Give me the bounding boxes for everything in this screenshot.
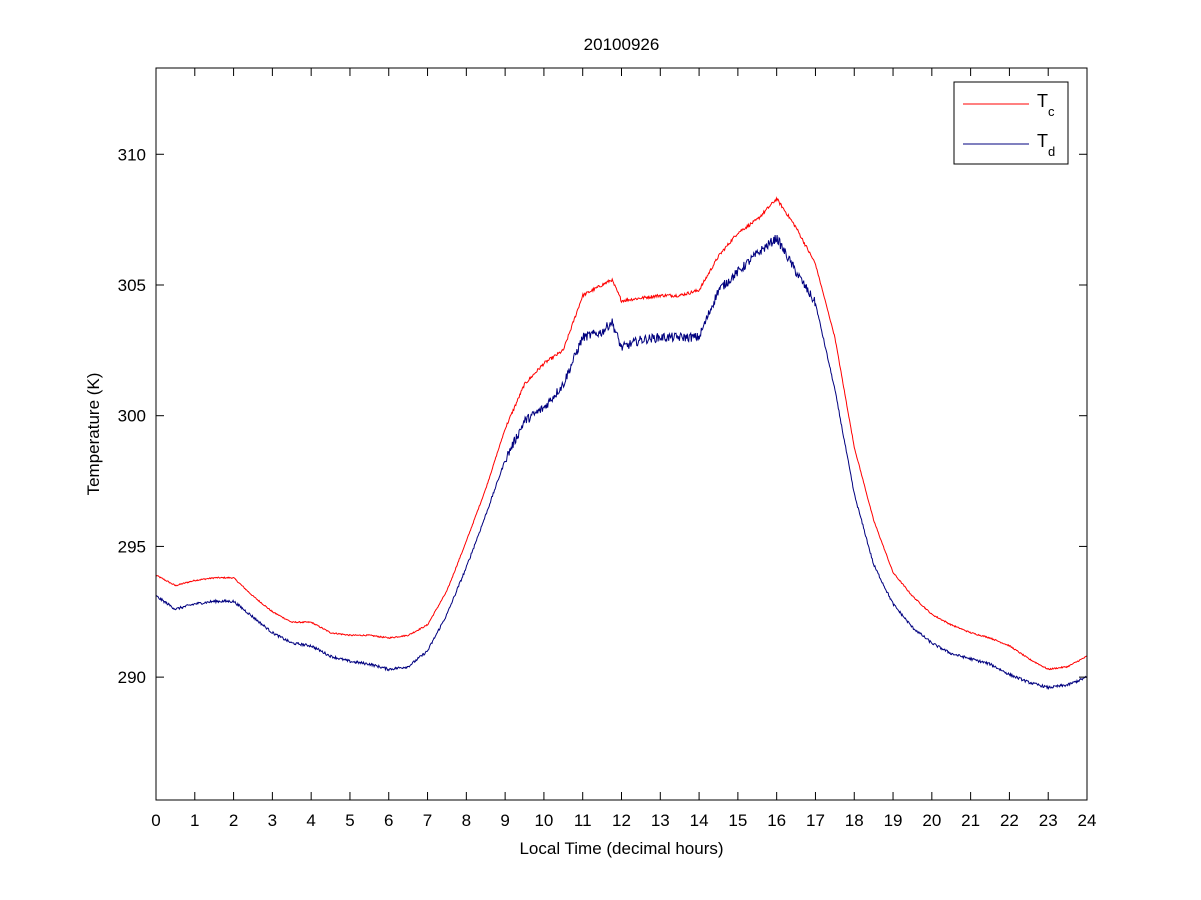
y-axis-label: Temperature (K) (84, 373, 103, 496)
x-tick-label: 9 (500, 811, 509, 830)
legend-label-Tc: Tc (1037, 91, 1055, 119)
series-layer (155, 196, 1088, 690)
x-tick-label: 19 (884, 811, 903, 830)
x-axis: 0 1 2 3 4 5 6 7 8 9 10 11 12 13 14 15 16 17 18 19 20 21 22 23 24 (151, 68, 1096, 830)
y-tick-label: 310 (118, 145, 146, 164)
x-tick-label: 22 (1000, 811, 1019, 830)
y-tick-label: 300 (118, 407, 146, 426)
x-tick-label: 10 (534, 811, 553, 830)
x-tick-label: 15 (728, 811, 747, 830)
x-tick-label: 18 (845, 811, 864, 830)
x-tick-label: 17 (806, 811, 825, 830)
x-tick-label: 3 (268, 811, 277, 830)
x-tick-label: 1 (190, 811, 199, 830)
y-axis: 290 295 300 305 310 (118, 145, 1087, 687)
x-tick-label: 11 (574, 811, 592, 830)
legend-box (953, 81, 1069, 165)
x-tick-label: 12 (612, 811, 631, 830)
x-tick-label: 2 (229, 811, 238, 830)
legend: Tc Td (953, 81, 1069, 165)
x-tick-label: 8 (462, 811, 471, 830)
x-tick-label: 24 (1078, 811, 1097, 830)
x-tick-label: 7 (423, 811, 432, 830)
x-tick-label: 21 (961, 811, 980, 830)
legend-label-Td: Td (1037, 131, 1055, 159)
x-tick-label: 5 (345, 811, 354, 830)
x-tick-label: 20 (922, 811, 941, 830)
y-tick-label: 290 (118, 668, 146, 687)
x-tick-label: 23 (1039, 811, 1058, 830)
x-tick-label: 16 (767, 811, 786, 830)
series-line-Td (155, 234, 1087, 690)
x-axis-label: Local Time (decimal hours) (519, 839, 723, 858)
x-tick-label: 4 (306, 811, 315, 830)
x-tick-label: 14 (690, 811, 709, 830)
x-tick-label: 13 (651, 811, 670, 830)
x-tick-label: 0 (151, 811, 160, 830)
x-tick-label: 6 (384, 811, 393, 830)
series-line-Tc (155, 196, 1088, 671)
chart-title: 20100926 (584, 35, 660, 54)
y-tick-label: 305 (118, 276, 146, 295)
y-tick-label: 295 (118, 537, 146, 556)
